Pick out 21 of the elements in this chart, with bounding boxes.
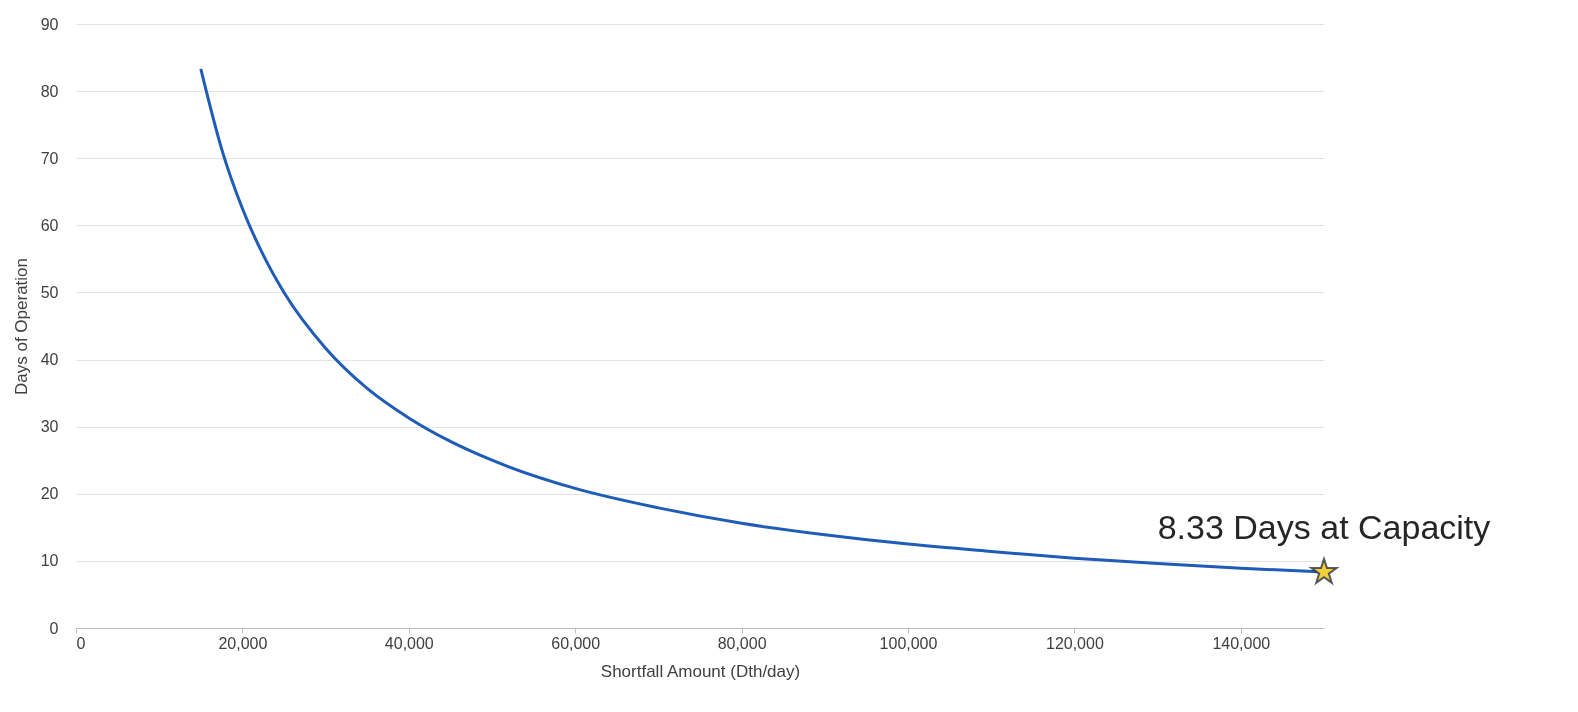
y-tick-label: 30: [40, 418, 59, 436]
y-tick-label: 60: [40, 216, 59, 234]
y-tick-label: 20: [40, 485, 59, 503]
x-tick-label: 100,000: [879, 634, 938, 652]
x-tick-label: 40,000: [384, 634, 434, 652]
y-tick-label: 90: [40, 15, 59, 33]
annotation: 8.33 Days at Capacity: [1157, 508, 1491, 547]
x-tick-label: 80,000: [717, 634, 767, 652]
y-tick-label: 70: [40, 149, 59, 167]
y-tick-label: 0: [49, 619, 59, 637]
x-tick-label: 0: [76, 634, 86, 652]
x-tick-label: 20,000: [218, 634, 268, 652]
y-axis-title: Days of Operation: [11, 257, 31, 396]
x-tick-label: 120,000: [1045, 634, 1104, 652]
x-tick-label: 60,000: [551, 634, 601, 652]
y-tick-label: 80: [40, 82, 59, 100]
x-tick-label: 140,000: [1212, 634, 1271, 652]
y-tick-label: 40: [40, 351, 59, 369]
y-tick-label: 50: [40, 283, 59, 301]
x-axis-title: Shortfall Amount (Dth/day): [600, 661, 801, 681]
y-tick-label: 10: [40, 552, 59, 570]
